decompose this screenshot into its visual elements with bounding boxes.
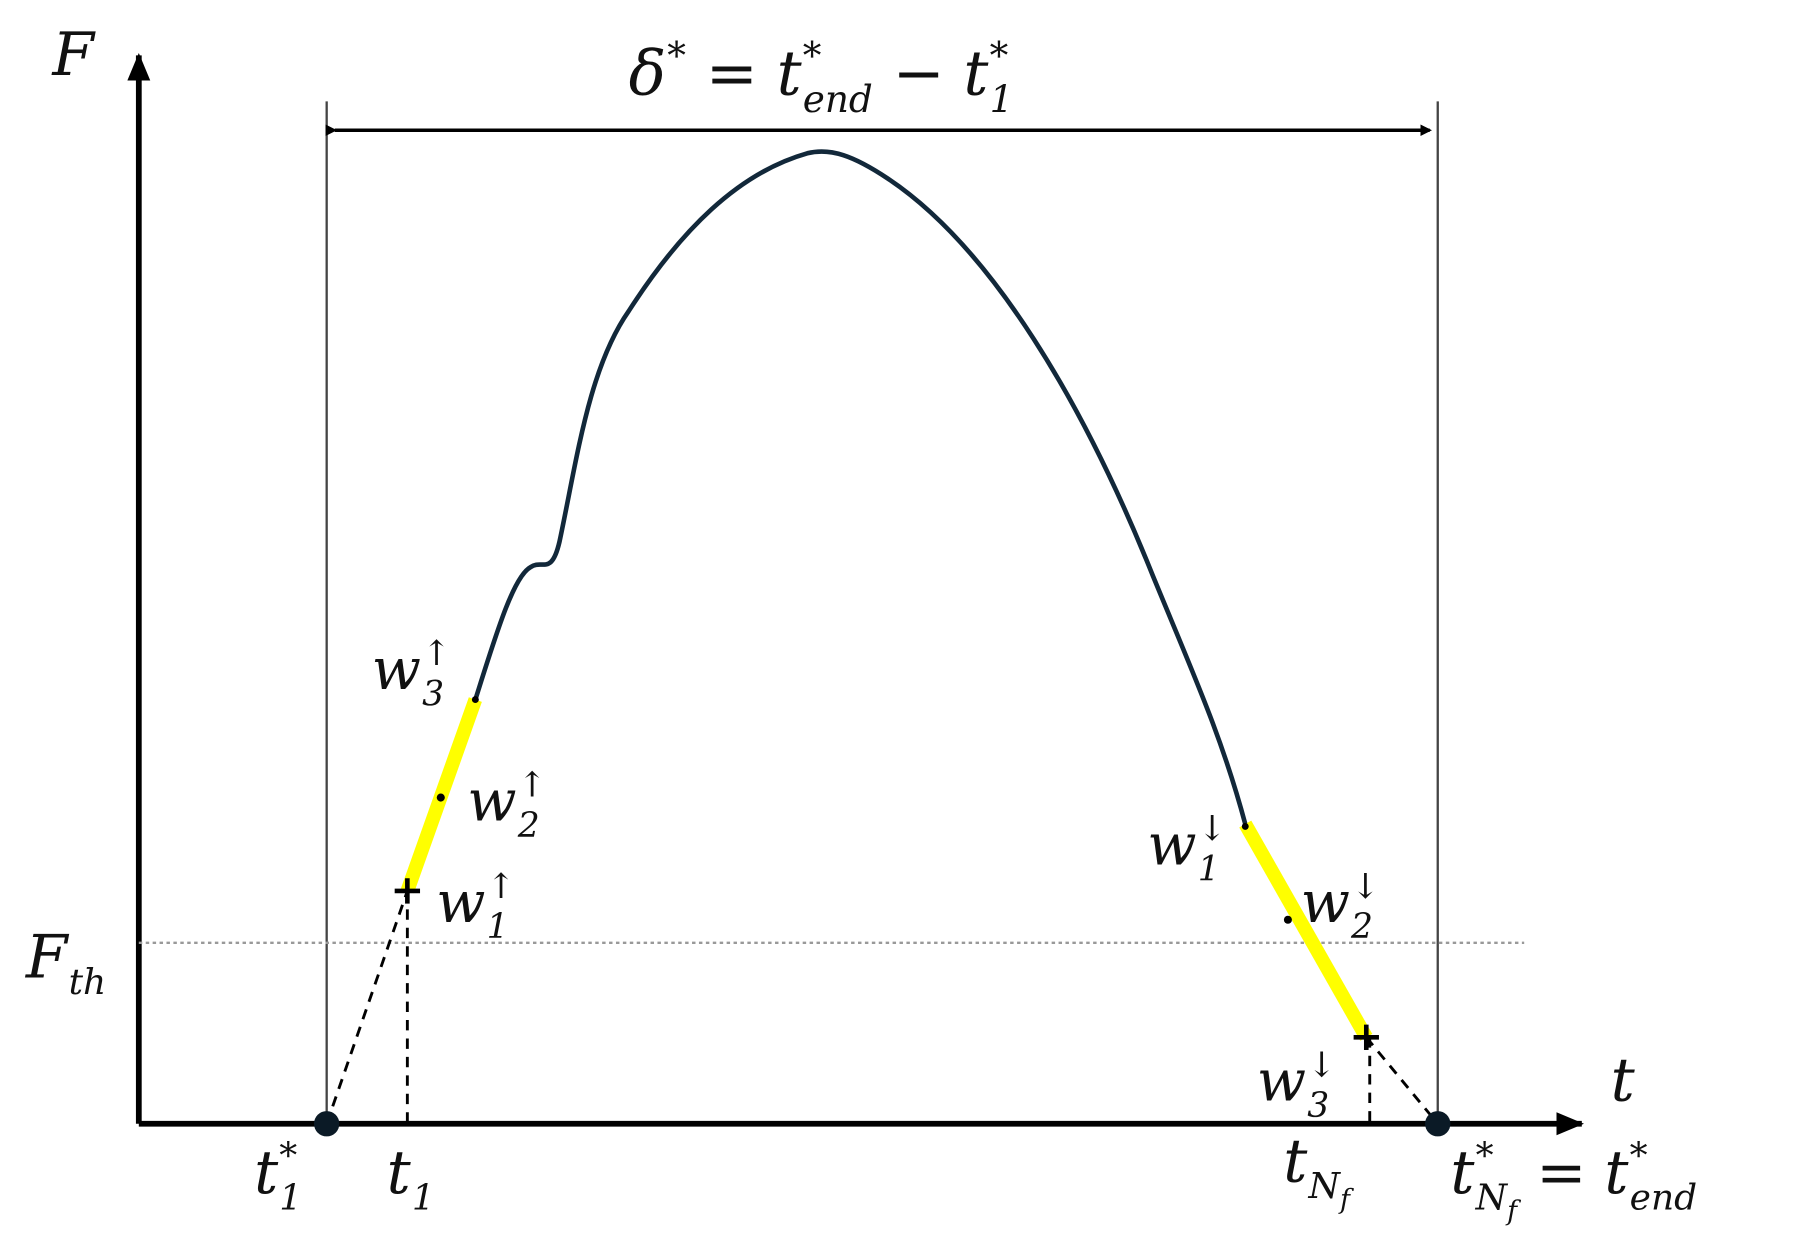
- symbol: w: [467, 768, 516, 835]
- symbol: t: [387, 1138, 412, 1208]
- window-points: [436, 696, 1292, 924]
- falling-window: [1239, 820, 1373, 1041]
- superscript: ↑: [487, 867, 516, 907]
- subscript: 1: [412, 1178, 435, 1219]
- symbol: t: [1611, 1046, 1636, 1116]
- curve: [473, 149, 1248, 825]
- symbol: w: [372, 636, 421, 703]
- superscript: *: [667, 33, 686, 77]
- superscript: *: [1476, 1136, 1494, 1177]
- symbol: δ: [629, 37, 666, 110]
- superscript: ↓: [1351, 867, 1380, 907]
- symbol: F: [25, 922, 70, 992]
- operator: =: [706, 37, 758, 110]
- symbol: t: [254, 1138, 279, 1208]
- symbol: w: [1301, 869, 1350, 936]
- subscript: 3: [1307, 1086, 1329, 1126]
- subscript: th: [69, 962, 107, 1003]
- start-dot: [314, 1111, 340, 1137]
- symbol: w: [1257, 1048, 1306, 1115]
- subscript: 2: [517, 806, 540, 846]
- superscript: *: [803, 33, 822, 77]
- subscript: N: [1308, 1166, 1342, 1207]
- cross-marks: [394, 878, 1379, 1050]
- symbol: w: [436, 869, 485, 936]
- subscript: end: [803, 77, 873, 121]
- symbol: t: [1450, 1138, 1475, 1208]
- extrapolation: [325, 890, 1439, 1125]
- symbol: t: [963, 37, 989, 110]
- subscript: N: [1475, 1178, 1509, 1219]
- subscript: 1: [487, 907, 509, 947]
- subscript: 3: [422, 674, 444, 714]
- symbol: t: [1604, 1138, 1629, 1208]
- subscript: 1: [1198, 850, 1220, 890]
- superscript: ↓: [1307, 1045, 1336, 1085]
- symbol: t: [1283, 1126, 1308, 1196]
- subscript: end: [1630, 1178, 1697, 1219]
- subscript: 2: [1350, 907, 1373, 947]
- subscript: f: [1505, 1196, 1521, 1227]
- superscript: ↓: [1198, 809, 1227, 849]
- superscript: *: [279, 1136, 297, 1177]
- symbol: F: [51, 20, 96, 90]
- operator: =: [1536, 1138, 1586, 1208]
- subscript: 1: [279, 1178, 302, 1219]
- symbol: w: [1147, 811, 1196, 878]
- symbol: t: [777, 37, 803, 110]
- superscript: *: [990, 33, 1009, 77]
- subscript: 1: [990, 77, 1014, 121]
- subscript: f: [1338, 1184, 1354, 1215]
- superscript: ↑: [518, 765, 547, 805]
- end-dot: [1425, 1111, 1451, 1137]
- superscript: ↑: [422, 634, 451, 674]
- superscript: *: [1630, 1136, 1648, 1177]
- operator: −: [893, 37, 945, 110]
